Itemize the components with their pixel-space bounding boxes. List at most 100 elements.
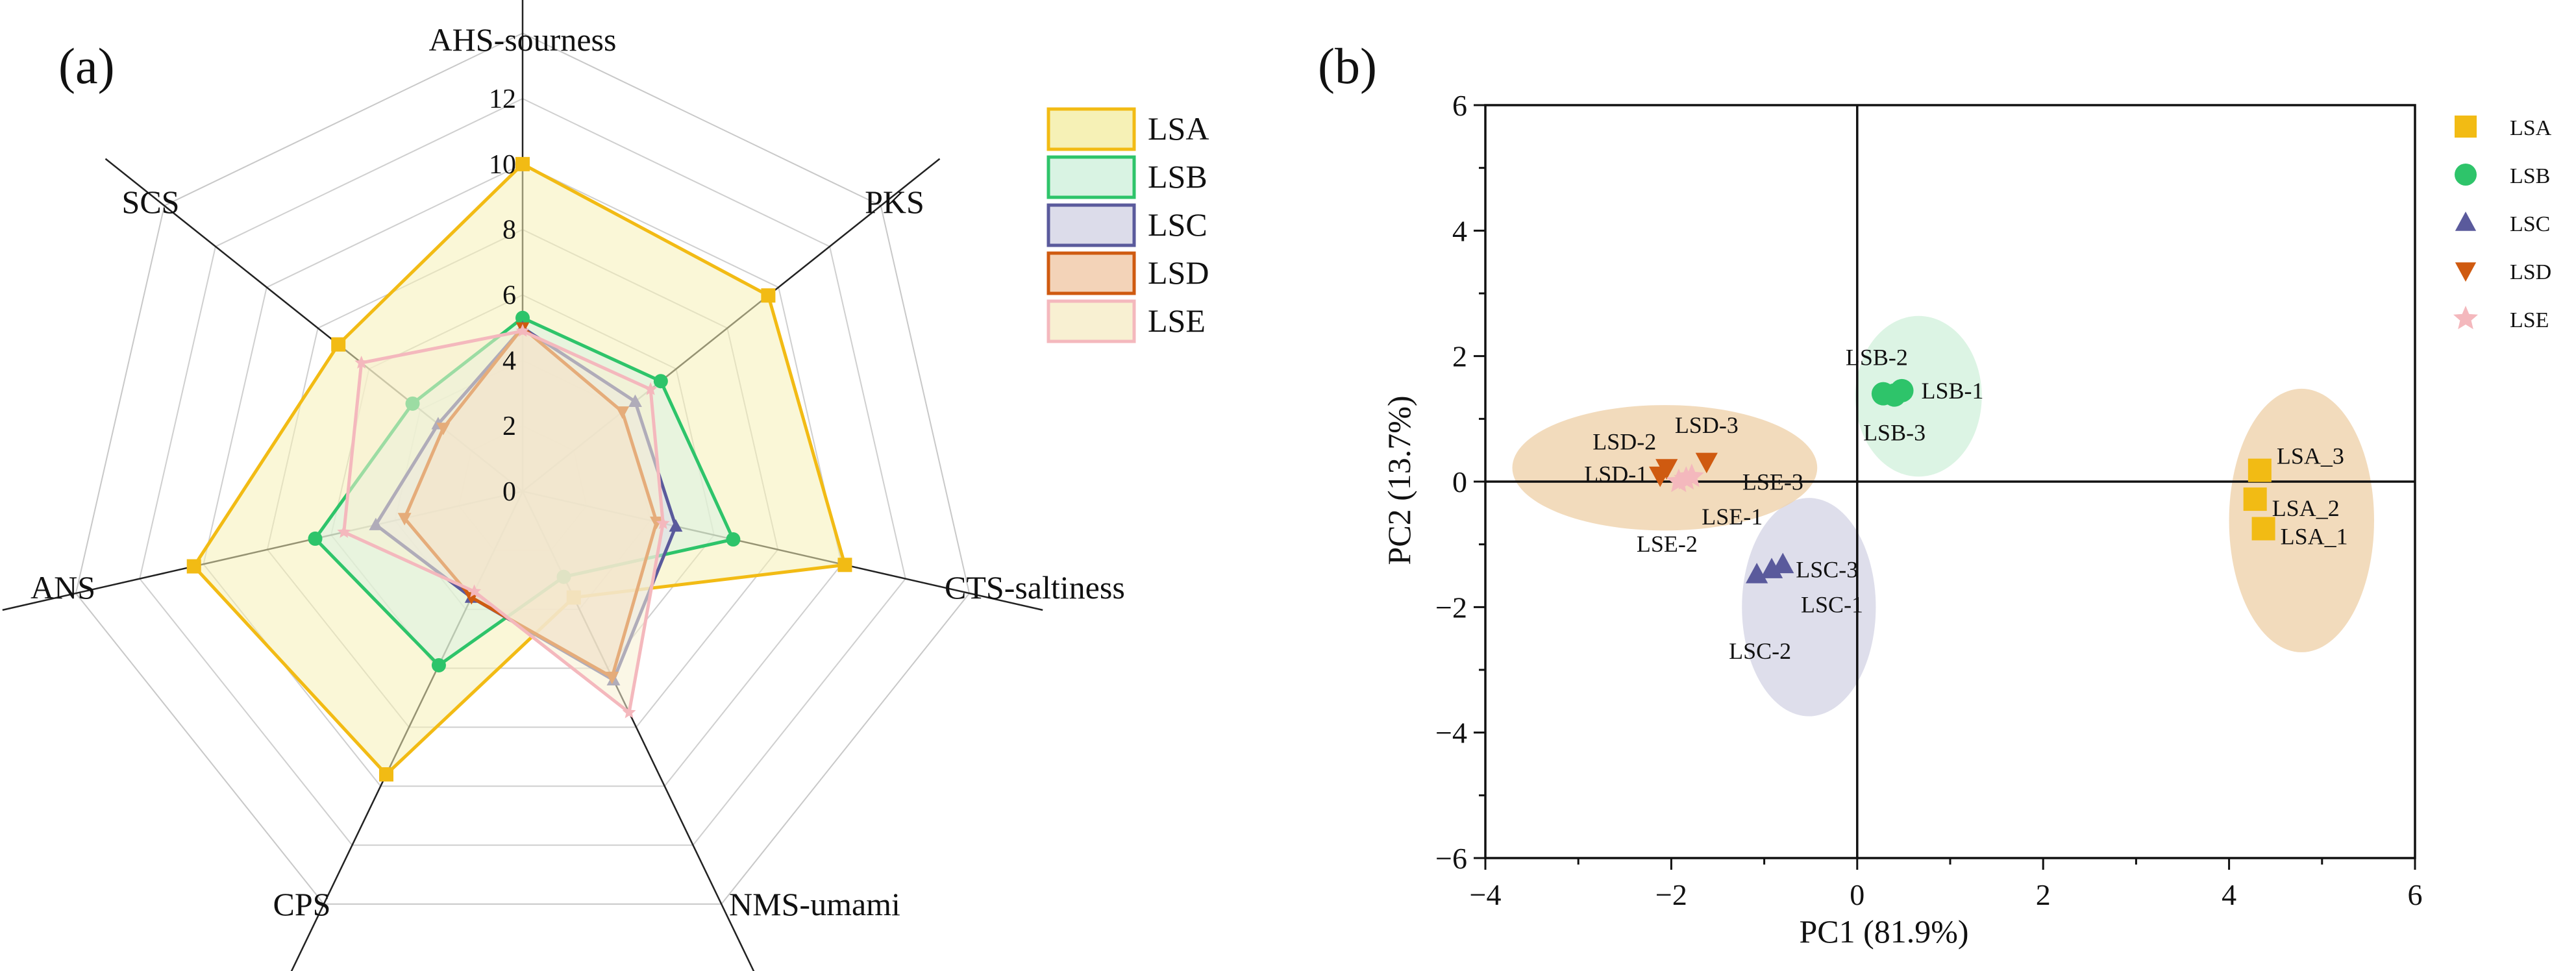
x-tick-label: 2	[2036, 878, 2051, 911]
radar-legend-swatch-lsa	[1046, 107, 1136, 151]
radar-axis-label-pks: PKS	[865, 184, 924, 220]
radar-marker-lsa-cps	[379, 767, 394, 782]
x-tick-label: −2	[1655, 878, 1687, 911]
radar-tick-12: 12	[489, 84, 516, 114]
pca-points	[1649, 378, 2275, 584]
point-lsc-2	[1746, 563, 1768, 584]
y-tick-label: 0	[1452, 465, 1467, 498]
radar-ring-10	[203, 163, 843, 787]
point-label-lsc-1: LSC-1	[1801, 591, 1863, 617]
radar-legend: LSA LSB LSC LSD LSE	[1046, 107, 1209, 343]
pca-legend-label-lsa: LSA	[2510, 116, 2552, 140]
pca-legend-label-lsc: LSC	[2510, 212, 2550, 236]
point-label-lsc-3: LSC-3	[1796, 557, 1858, 583]
ellipse-lsa	[2229, 388, 2374, 652]
radar-axis-label-scs: SCS	[122, 184, 180, 220]
radar-marker-lsd-cps	[464, 592, 478, 605]
point-label-lsb-2: LSB-2	[1846, 345, 1908, 371]
radar-polygon-lse	[342, 329, 665, 715]
radar-marker-lsa-ans	[186, 559, 201, 574]
y-tick-label: 4	[1452, 214, 1467, 247]
pca-legend-marker-lsa	[2455, 116, 2477, 138]
pca-legend-label-lsb: LSB	[2510, 164, 2550, 188]
ellipse-lsc	[1742, 498, 1876, 717]
pca-legend-marker-lsd	[2455, 262, 2477, 282]
radar-tick-0: 0	[502, 477, 516, 507]
pca-point-labels: LSA_3 LSA_2 LSA_1 LSB-2 LSB-1 LSB-3 LSC-3 LSC-1…	[1584, 345, 2347, 664]
pca-legend-marker-lsb	[2455, 164, 2477, 186]
pca-legend-label-lsd: LSD	[2510, 260, 2551, 284]
point-lse-2	[1666, 469, 1691, 493]
point-label-lse-3: LSE-3	[1742, 469, 1803, 495]
point-lsa-3	[2248, 458, 2272, 482]
radar-axis-label-cps: CPS	[273, 886, 331, 922]
radar-axis-label-nms-umami: NMS-umami	[729, 886, 900, 922]
radar-tick-6: 6	[502, 281, 516, 311]
point-label-lse-2: LSE-2	[1637, 531, 1698, 557]
point-lsc-1	[1760, 558, 1783, 578]
point-lsa-1	[2251, 517, 2275, 541]
radar-marker-lsb-cts-saltiness	[726, 532, 741, 547]
radar-marker-lse-pks	[643, 382, 658, 395]
x-tick-label: 4	[2222, 878, 2236, 911]
x-tick-label: 6	[2408, 878, 2423, 911]
point-label-lsa-2: LSA_2	[2272, 495, 2340, 521]
radar-marker-lse-ahs-sourness	[515, 324, 530, 337]
point-label-lsd-1: LSD-1	[1584, 461, 1648, 487]
radar-series	[186, 156, 852, 782]
point-label-lsc-2: LSC-2	[1729, 638, 1791, 664]
radar-tick-10: 10	[489, 150, 516, 180]
radar-marker-lsb-pks	[653, 374, 668, 389]
radar-marker-lse-scs	[354, 356, 369, 369]
radar-marker-lsa-cts-saltiness	[837, 558, 852, 572]
radar-marker-lse-cts-saltiness	[656, 516, 670, 530]
radar-legend-swatch-lse	[1046, 299, 1136, 343]
radar-ring-12	[139, 97, 906, 846]
pca-legend-marker-lse	[2453, 306, 2478, 330]
radar-legend-label-lsd: LSD	[1148, 254, 1209, 291]
radar-axis-labels: AHS-sourness PKS CTS-saltiness NMS-umami CPS…	[31, 21, 1125, 922]
y-tick-label: 2	[1452, 340, 1467, 373]
pca-legend: LSA LSB LSC LSD LSE	[2453, 116, 2552, 332]
radar-marker-lsa-scs	[331, 337, 346, 352]
radar-legend-label-lsb: LSB	[1148, 158, 1208, 195]
radar-legend-label-lsc: LSC	[1148, 206, 1208, 243]
y-tick-label: −6	[1435, 842, 1467, 875]
radar-tick-4: 4	[502, 346, 516, 376]
radar-marker-lsc-cts-saltiness	[669, 519, 683, 532]
point-label-lsb-3: LSB-3	[1863, 420, 1926, 446]
pca-confidence-ellipses	[1512, 315, 2374, 717]
panel-label-b: (b)	[1318, 38, 1377, 94]
point-label-lsd-3: LSD-3	[1675, 412, 1739, 438]
radar-series-lse	[337, 324, 670, 719]
pca-legend-label-lse: LSE	[2510, 308, 2549, 332]
point-label-lsd-2: LSD-2	[1592, 429, 1656, 455]
radar-legend-swatch-lsd	[1046, 251, 1136, 295]
radar-marker-lsb-ahs-sourness	[515, 310, 530, 325]
radar-legend-label-lsa: LSA	[1148, 110, 1209, 147]
x-axis-label: PC1 (81.9%)	[1799, 913, 1968, 950]
y-tick-label: −2	[1435, 591, 1467, 624]
y-tick-label: 6	[1452, 89, 1467, 122]
x-tick-label: −4	[1470, 878, 1502, 911]
y-tick-label: −4	[1435, 717, 1467, 750]
radar-chart: (a) 0 2 4 6 8 10 12 AHS-sourness PKS CTS-saltine…	[2, 0, 1209, 971]
x-tick-label: 0	[1850, 878, 1864, 911]
pca-legend-marker-lsc	[2455, 212, 2477, 231]
radar-marker-lse-ans	[337, 524, 351, 538]
radar-marker-lse-cps	[467, 584, 482, 598]
radar-legend-swatch-lsc	[1046, 203, 1136, 247]
radar-axis-label-cts-saltiness: CTS-saltiness	[945, 569, 1125, 606]
radar-marker-lse-nms-umami	[622, 705, 636, 719]
radar-marker-lsa-ahs-sourness	[515, 156, 530, 171]
point-lsa-2	[2243, 487, 2267, 511]
point-lsd-3	[1695, 452, 1718, 474]
panel-label-a: (a)	[58, 38, 115, 94]
point-lsd-1	[1649, 466, 1672, 487]
radar-axis-label-ahs-sourness: AHS-sourness	[429, 21, 617, 58]
radar-marker-lsb-ans	[308, 531, 323, 546]
radar-marker-lsb-cps	[431, 658, 446, 673]
radar-tick-2: 2	[502, 412, 516, 441]
